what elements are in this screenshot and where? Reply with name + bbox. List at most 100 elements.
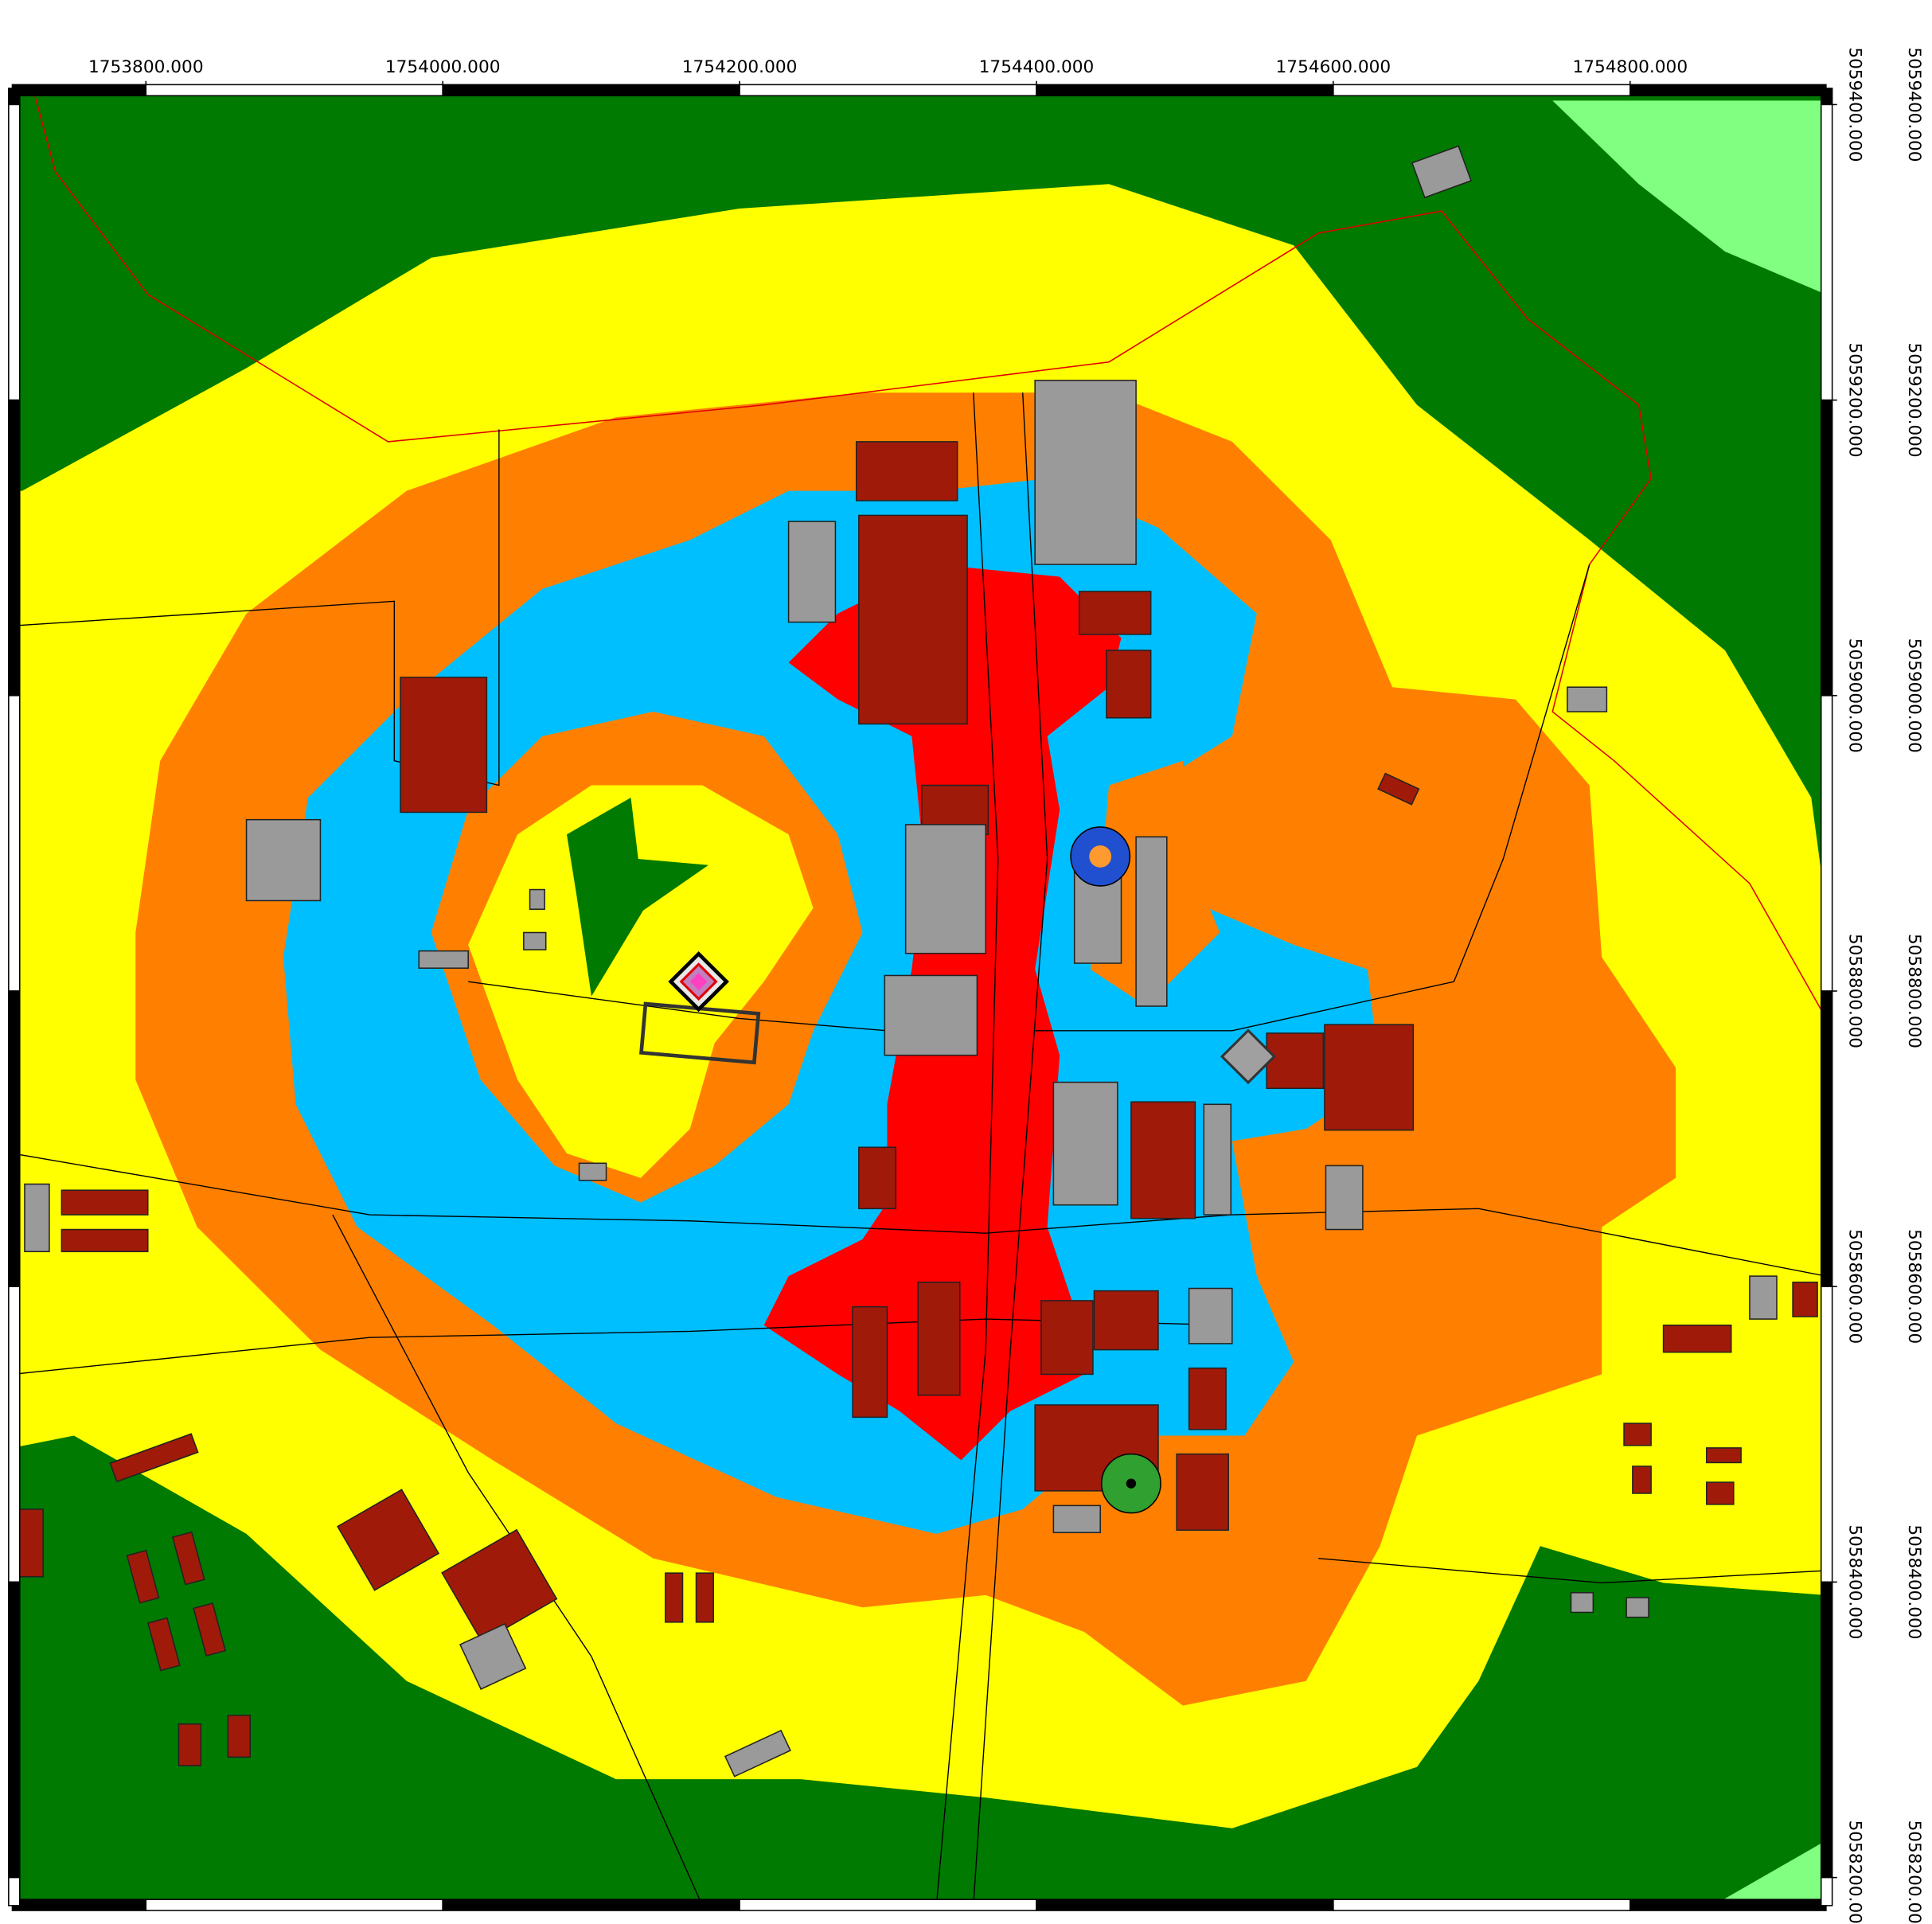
- building: [852, 1305, 888, 1419]
- zone-light-green: [1552, 100, 1826, 295]
- y-tick-label: 5058600.000: [1904, 1229, 1924, 1344]
- building: [337, 1489, 440, 1591]
- road: [12, 1153, 1826, 1277]
- point-symbols: [668, 826, 1276, 1514]
- building: [1705, 1447, 1742, 1464]
- gray-diamond-marker: [1220, 1028, 1276, 1085]
- frame-segment: [1820, 1286, 1833, 1583]
- x-tick-label: 1754600.000: [1276, 57, 1391, 77]
- y-tick-label: 5059400.000: [1844, 47, 1864, 162]
- frame-segment: [1333, 1899, 1631, 1911]
- building: [1623, 1423, 1652, 1446]
- building: [1188, 1367, 1227, 1430]
- structure: [639, 1001, 761, 1065]
- building: [917, 1282, 961, 1396]
- frame-segment: [8, 103, 21, 401]
- y-tick-label: 5059200.000: [1844, 343, 1864, 458]
- building: [1034, 380, 1137, 565]
- road: [12, 429, 500, 786]
- frame-segment: [1820, 1876, 1833, 1906]
- building: [884, 974, 978, 1056]
- building: [441, 1528, 558, 1643]
- building: [60, 1228, 149, 1253]
- green-marker: [1126, 1478, 1137, 1489]
- frame: 1753800.000 1754000.000 1754200.000 1754400…: [8, 47, 1924, 1924]
- y-tick-label: 5058200.000: [1844, 1821, 1864, 1924]
- road: [468, 981, 888, 1032]
- building: [1632, 1465, 1652, 1494]
- building: [787, 521, 837, 623]
- y-tick-label: 5059000.000: [1844, 638, 1864, 753]
- building: [227, 1715, 251, 1758]
- x-tick-label: 1754000.000: [385, 57, 501, 77]
- building: [1052, 1081, 1118, 1206]
- building: [18, 1508, 44, 1578]
- building: [855, 441, 958, 501]
- zone-green: [567, 797, 709, 997]
- building: [146, 1617, 181, 1672]
- frame-segment: [8, 1581, 21, 1879]
- building: [193, 1602, 227, 1657]
- y-tick-label: 5059000.000: [1904, 638, 1924, 753]
- building: [109, 1433, 199, 1483]
- x-tick-label: 1754400.000: [979, 57, 1095, 77]
- frame-segment: [8, 990, 21, 1287]
- building: [24, 1183, 50, 1253]
- frame-segment: [442, 84, 740, 97]
- boundary-line: [32, 88, 1826, 1019]
- building: [1176, 1453, 1229, 1531]
- building: [858, 514, 968, 725]
- building: [1130, 1101, 1196, 1220]
- frame-segment: [442, 1899, 740, 1911]
- zone-yellow: [468, 785, 814, 1178]
- building: [1188, 1287, 1233, 1344]
- building: [1203, 1103, 1232, 1216]
- road: [1318, 1557, 1826, 1584]
- building: [459, 1622, 527, 1690]
- y-tick-label: 5059200.000: [1904, 343, 1924, 458]
- frame-segment: [1629, 1899, 1827, 1911]
- receptor-marker: [1089, 845, 1112, 868]
- building: [126, 1549, 160, 1604]
- building: [1325, 1165, 1364, 1231]
- frame-segment: [8, 1876, 21, 1906]
- building: [1411, 145, 1472, 199]
- building: [400, 677, 488, 814]
- buildings: [18, 145, 1818, 1778]
- building: [1662, 1324, 1732, 1353]
- building: [171, 1531, 205, 1586]
- building: [1567, 686, 1608, 712]
- frame-segment: [11, 1899, 147, 1911]
- frame-segment: [145, 1899, 443, 1911]
- building: [724, 1729, 791, 1778]
- road: [935, 392, 999, 1906]
- zone-light-green: [1712, 1840, 1826, 1906]
- building: [1266, 1032, 1325, 1090]
- frame-segment: [739, 84, 1037, 97]
- frame-segment: [1036, 1899, 1334, 1911]
- building: [1324, 1024, 1415, 1131]
- building: [1626, 1597, 1649, 1618]
- map-layers: [12, 88, 1826, 1906]
- frame-segment: [8, 1286, 21, 1583]
- source-marker: [689, 973, 708, 991]
- building: [418, 950, 469, 969]
- frame-segment: [1333, 84, 1631, 97]
- frame-segment: [1820, 103, 1833, 401]
- y-tick-label: 5058800.000: [1844, 934, 1864, 1048]
- x-tick-label: 1753800.000: [88, 57, 204, 77]
- frame-segment: [8, 399, 21, 697]
- y-tick-label: 5058200.000: [1904, 1821, 1924, 1924]
- building: [1135, 836, 1168, 1007]
- frame-segment: [1820, 990, 1833, 1287]
- building: [1040, 1300, 1094, 1376]
- frame-segment: [1820, 1581, 1833, 1879]
- frame-segment: [8, 695, 21, 992]
- frame-segment: [11, 84, 147, 97]
- y-tick-label: 5058400.000: [1904, 1524, 1924, 1639]
- building: [178, 1723, 202, 1766]
- frame-segment: [1629, 84, 1827, 97]
- building: [665, 1572, 684, 1623]
